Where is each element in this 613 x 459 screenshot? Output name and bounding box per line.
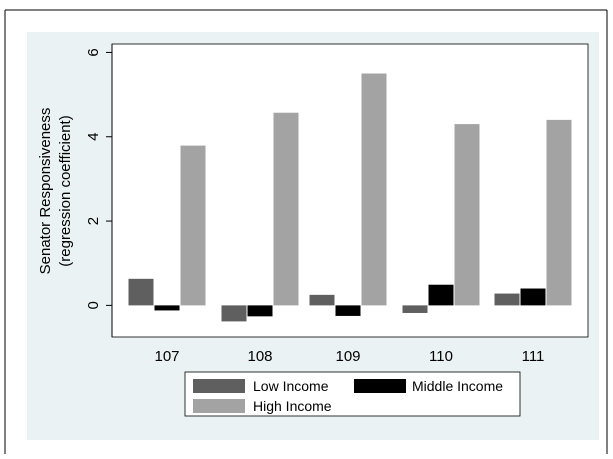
x-tick-label-107: 107 bbox=[154, 348, 179, 365]
x-tick-label-109: 109 bbox=[335, 348, 360, 365]
bar-middle-income-111 bbox=[520, 288, 546, 306]
bar-middle-income-107 bbox=[154, 305, 180, 311]
x-ticks: 107 108 109 110 111 bbox=[154, 348, 544, 365]
y-axis-label-line1: Senator Responsiveness bbox=[37, 108, 54, 275]
bar-middle-income-108 bbox=[247, 305, 273, 317]
x-tick-label-111: 111 bbox=[522, 348, 545, 365]
bar-middle-income-110 bbox=[428, 284, 454, 306]
legend-label-low-income: Low Income bbox=[253, 378, 329, 394]
bar-middle-income-109 bbox=[335, 305, 361, 316]
bar-high-income-109 bbox=[361, 73, 387, 306]
bar-low-income-109 bbox=[309, 294, 335, 306]
bar-high-income-111 bbox=[546, 119, 572, 306]
bar-high-income-108 bbox=[273, 112, 299, 306]
x-tick-label-110: 110 bbox=[429, 348, 453, 365]
bar-high-income-110 bbox=[454, 124, 480, 306]
bar-low-income-110 bbox=[402, 305, 428, 313]
y-ticks: 0 2 4 6 bbox=[85, 48, 112, 310]
legend-label-middle-income: Middle Income bbox=[412, 378, 503, 394]
bar-low-income-111 bbox=[494, 293, 520, 306]
y-tick-label-2: 2 bbox=[85, 217, 102, 225]
legend-label-high-income: High Income bbox=[253, 398, 332, 414]
legend-swatch-high-income bbox=[193, 399, 245, 413]
y-tick-label-0: 0 bbox=[85, 301, 102, 309]
bar-high-income-107 bbox=[180, 145, 206, 306]
bar-low-income-108 bbox=[221, 305, 247, 322]
bars bbox=[128, 73, 572, 322]
legend: Low Income Middle Income High Income bbox=[184, 371, 521, 417]
y-tick-label-4: 4 bbox=[85, 133, 102, 141]
bar-low-income-107 bbox=[128, 278, 154, 306]
legend-swatch-low-income bbox=[193, 379, 245, 393]
y-axis-label-line2: (regression coefficient) bbox=[57, 115, 74, 266]
y-tick-label-6: 6 bbox=[85, 48, 102, 56]
legend-swatch-middle-income bbox=[354, 379, 406, 393]
x-tick-label-108: 108 bbox=[247, 348, 272, 365]
